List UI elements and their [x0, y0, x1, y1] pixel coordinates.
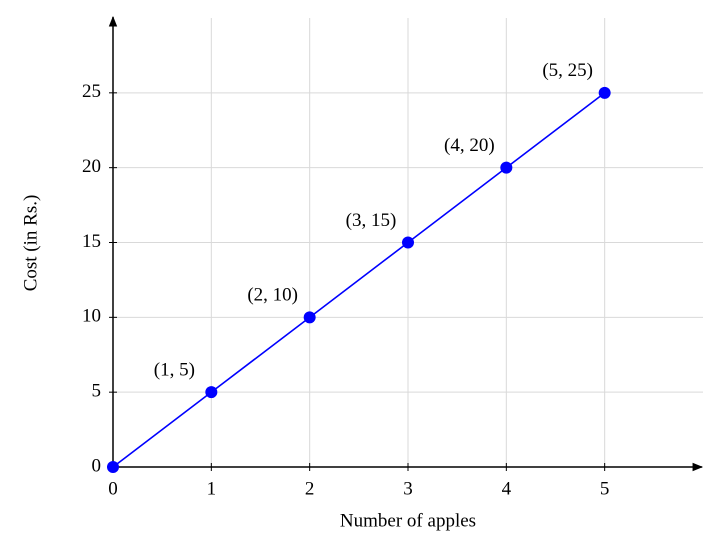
point: [107, 461, 119, 473]
point: [500, 161, 513, 174]
data-label: (5, 25): [542, 60, 593, 81]
x-tick-label: 3: [403, 478, 413, 499]
y-axis-label: Cost (in Rs.): [20, 195, 41, 292]
point: [205, 386, 218, 399]
x-axis-label: Number of apples: [340, 510, 476, 531]
data-label: (3, 15): [346, 210, 397, 231]
y-tick-label: 15: [82, 231, 101, 252]
data-label: (4, 20): [444, 135, 495, 156]
data-label: (1, 5): [154, 360, 195, 381]
line: [112, 92, 606, 468]
y-tick-label: 25: [82, 81, 101, 102]
y-tick-label: 5: [92, 381, 102, 402]
x-tick-label: 1: [207, 478, 217, 499]
point: [303, 311, 316, 324]
x-tick-label: 2: [305, 478, 315, 499]
x-tick-label: 5: [600, 478, 610, 499]
point: [402, 236, 414, 249]
x-tick-label: 0: [108, 478, 118, 499]
x-tick-label: 4: [502, 478, 512, 499]
y-tick-label: 0: [92, 455, 102, 476]
y-tick-label: 10: [82, 306, 101, 327]
point: [598, 86, 611, 99]
data-label: (2, 10): [247, 285, 298, 306]
y-tick-label: 20: [82, 156, 101, 177]
